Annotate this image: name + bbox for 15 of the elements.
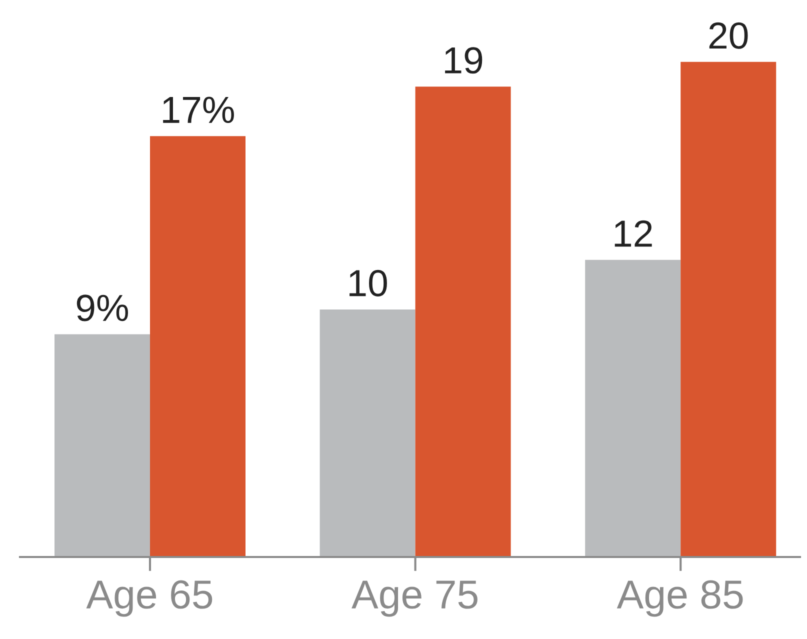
data-label: 10 (350, 270, 387, 296)
x-tick-label: Age 85 (616, 580, 743, 617)
x-tick-label: Age 65 (86, 580, 212, 617)
bar (415, 86, 511, 557)
bar (54, 334, 150, 557)
data-label: 20 (709, 22, 748, 49)
bar (585, 260, 681, 557)
bar (320, 309, 416, 557)
data-label: 17% (163, 96, 234, 124)
data-label: 12 (614, 220, 652, 247)
data-label: 19 (445, 47, 482, 74)
x-tick-label: Age 75 (352, 580, 478, 617)
data-label: 9% (76, 294, 128, 322)
bar (150, 136, 246, 557)
bar (680, 62, 776, 557)
